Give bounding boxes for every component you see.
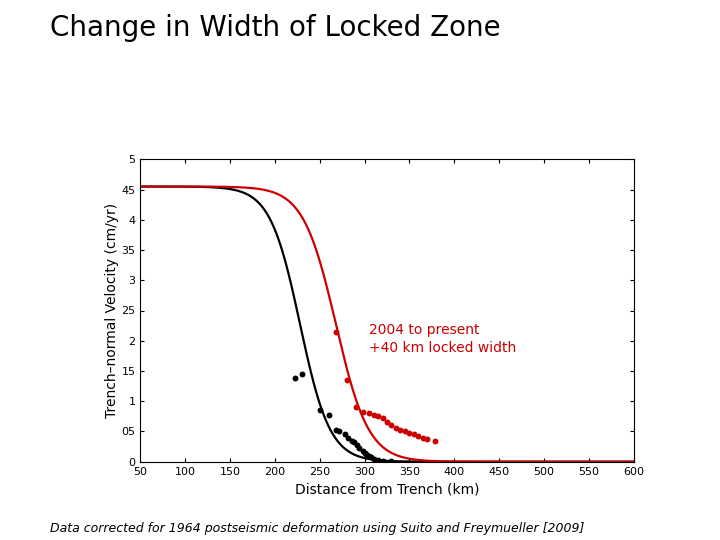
Point (333, 427, 345, 436)
Point (390, 424, 402, 433)
Point (399, 427, 410, 436)
Point (341, 376, 352, 384)
Point (404, 428, 415, 437)
Point (357, 447, 369, 455)
Point (408, 430, 420, 439)
Point (377, 456, 388, 465)
Point (361, 450, 372, 459)
Point (364, 409, 375, 417)
Point (395, 426, 406, 435)
Point (359, 448, 370, 457)
Point (354, 444, 365, 453)
Point (413, 432, 424, 441)
Text: 2004 to present
+40 km locked width: 2004 to present +40 km locked width (369, 322, 516, 355)
Point (429, 436, 441, 445)
Point (296, 370, 307, 379)
Point (368, 410, 379, 419)
Point (364, 451, 375, 460)
Y-axis label: Trench–normal Velocity (cm/yr): Trench–normal Velocity (cm/yr) (104, 203, 119, 418)
Point (372, 456, 384, 465)
Point (386, 421, 397, 430)
Point (357, 408, 369, 416)
Point (346, 436, 358, 445)
Point (314, 406, 325, 415)
Point (289, 374, 300, 382)
Point (368, 454, 379, 463)
Point (377, 414, 388, 422)
Point (386, 457, 397, 465)
Point (343, 433, 354, 442)
Point (372, 412, 384, 421)
Point (351, 441, 363, 450)
Point (365, 453, 377, 462)
Text: Data corrected for 1964 postseismic deformation using Suito and Freymueller [200: Data corrected for 1964 postseismic defo… (50, 522, 585, 535)
Point (422, 434, 433, 443)
X-axis label: Distance from Trench (km): Distance from Trench (km) (294, 482, 480, 496)
Point (417, 433, 428, 442)
Text: Change in Width of Locked Zone: Change in Width of Locked Zone (50, 14, 501, 42)
Point (323, 410, 335, 419)
Point (348, 438, 359, 447)
Point (330, 327, 342, 336)
Point (330, 426, 342, 435)
Point (350, 403, 361, 411)
Point (369, 456, 381, 464)
Point (382, 418, 393, 427)
Point (339, 430, 351, 439)
